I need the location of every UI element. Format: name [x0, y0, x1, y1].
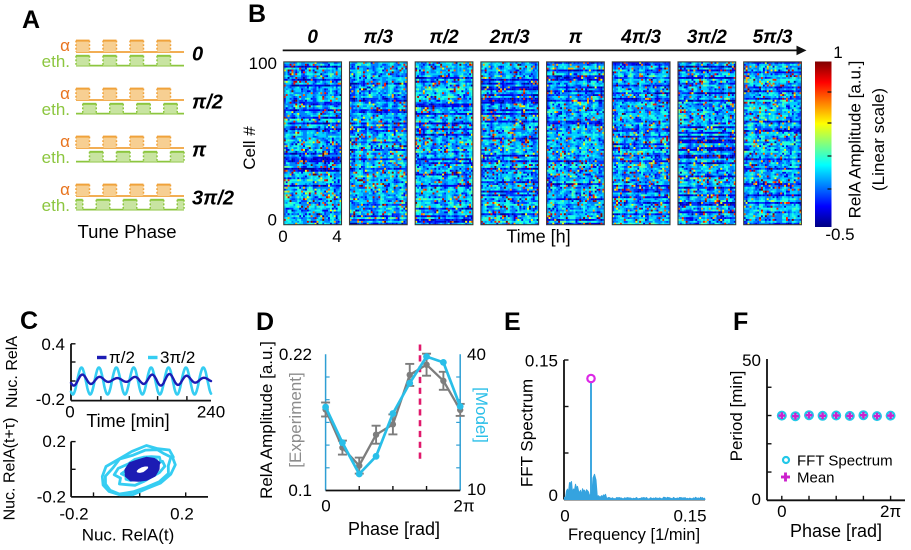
svg-text:F: F: [733, 308, 748, 336]
svg-text:FFT Spectrum: FFT Spectrum: [797, 453, 893, 470]
svg-text:0.1: 0.1: [288, 481, 312, 500]
svg-text:[Model]: [Model]: [472, 387, 491, 443]
svg-text:Period [min]: Period [min]: [727, 371, 746, 462]
svg-text:[Experiment]: [Experiment]: [286, 372, 305, 467]
svg-text:eth.: eth.: [42, 196, 70, 215]
svg-text:0: 0: [307, 27, 318, 48]
svg-text:α: α: [60, 36, 70, 55]
svg-text:eth.: eth.: [42, 52, 70, 71]
svg-text:100: 100: [249, 54, 277, 73]
svg-text:FFT Spectrum: FFT Spectrum: [518, 379, 537, 487]
svg-text:-0.2: -0.2: [37, 488, 66, 507]
svg-text:0: 0: [777, 502, 786, 521]
svg-text:B: B: [248, 0, 266, 28]
svg-text:40: 40: [467, 345, 486, 364]
svg-text:2π/3: 2π/3: [489, 27, 530, 48]
svg-text:0.15: 0.15: [525, 352, 558, 371]
svg-text:-0.5: -0.5: [825, 225, 854, 244]
svg-text:eth.: eth.: [42, 148, 70, 167]
svg-text:A: A: [22, 6, 40, 34]
svg-text:-0.2: -0.2: [36, 390, 65, 409]
svg-text:RelA Amplitude [a.u.]: RelA Amplitude [a.u.]: [846, 61, 865, 219]
svg-text:0.4: 0.4: [41, 335, 65, 354]
svg-text:D: D: [256, 308, 274, 336]
svg-text:240: 240: [197, 403, 225, 422]
svg-text:α: α: [60, 132, 70, 151]
svg-text:Nuc. RelA(t): Nuc. RelA(t): [82, 526, 175, 545]
svg-text:Nuc. RelA(t+τ): Nuc. RelA(t+τ): [2, 418, 19, 521]
svg-text:C: C: [20, 307, 38, 335]
svg-text:RelA Amplitude [a.u.]: RelA Amplitude [a.u.]: [257, 341, 276, 499]
svg-text:0: 0: [192, 43, 203, 65]
svg-text:3π/2: 3π/2: [192, 187, 234, 209]
svg-text:Time [h]: Time [h]: [506, 227, 570, 247]
svg-text:0: 0: [278, 227, 287, 246]
svg-text:4: 4: [332, 227, 341, 246]
svg-text:50: 50: [742, 351, 761, 370]
svg-text:Nuc. RelA: Nuc. RelA: [4, 336, 21, 408]
svg-text:Mean: Mean: [797, 470, 835, 487]
svg-text:5π/3: 5π/3: [753, 27, 793, 48]
svg-text:0: 0: [65, 403, 74, 422]
svg-text:π/2: π/2: [192, 91, 223, 113]
svg-text:0: 0: [549, 486, 558, 505]
svg-text:0: 0: [321, 497, 330, 516]
svg-text:π/2: π/2: [109, 348, 135, 367]
svg-text:-0.2: -0.2: [59, 505, 88, 524]
svg-text:E: E: [504, 308, 521, 336]
svg-text:0.2: 0.2: [42, 432, 66, 451]
svg-text:α: α: [60, 180, 70, 199]
svg-text:eth.: eth.: [42, 100, 70, 119]
svg-text:0: 0: [268, 211, 277, 230]
svg-text:Cell #: Cell #: [240, 126, 259, 170]
svg-text:(Linear scale): (Linear scale): [869, 88, 888, 191]
svg-text:π/2: π/2: [429, 27, 459, 48]
svg-text:1: 1: [833, 43, 842, 62]
svg-text:Time [min]: Time [min]: [86, 411, 169, 431]
svg-text:2π: 2π: [453, 497, 474, 516]
svg-text:0: 0: [560, 507, 569, 526]
svg-text:0.22: 0.22: [279, 345, 312, 364]
svg-text:Frequency [1/min]: Frequency [1/min]: [568, 526, 700, 544]
svg-text:π: π: [192, 139, 207, 161]
svg-text:2π: 2π: [880, 502, 901, 521]
svg-text:3π/2: 3π/2: [160, 348, 195, 367]
svg-text:4π/3: 4π/3: [620, 27, 661, 48]
svg-text:3π/2: 3π/2: [687, 27, 727, 48]
svg-text:α: α: [60, 84, 70, 103]
svg-text:Phase [rad]: Phase [rad]: [790, 521, 882, 541]
svg-text:Tune Phase: Tune Phase: [77, 221, 176, 242]
svg-text:0: 0: [752, 490, 761, 509]
svg-text:10: 10: [467, 480, 486, 499]
svg-text:0.2: 0.2: [170, 505, 194, 524]
svg-text:π/3: π/3: [364, 27, 394, 48]
svg-text:π: π: [569, 27, 583, 48]
svg-text:0.15: 0.15: [673, 507, 706, 526]
svg-text:Phase [rad]: Phase [rad]: [348, 519, 440, 539]
